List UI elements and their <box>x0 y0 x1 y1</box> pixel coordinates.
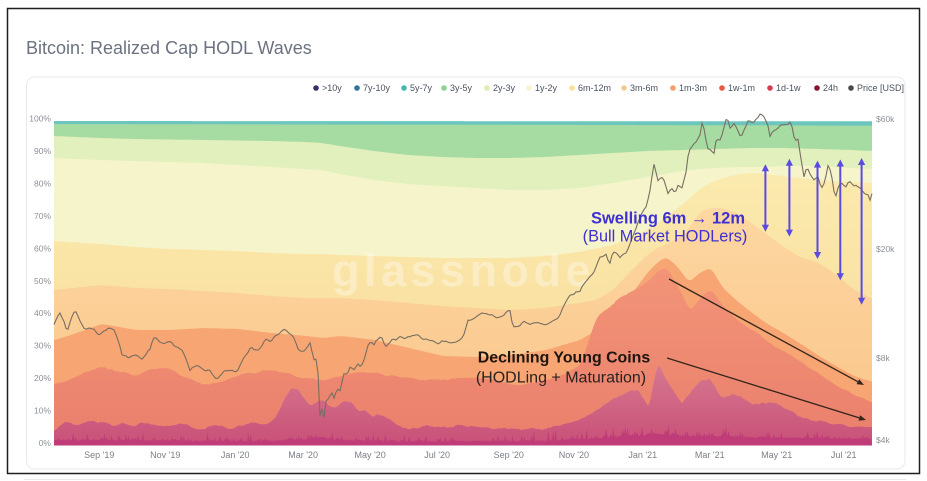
svg-text:100%: 100% <box>29 114 51 124</box>
svg-text:Jan '21: Jan '21 <box>628 450 657 460</box>
svg-text:May '21: May '21 <box>761 450 792 460</box>
svg-text:70%: 70% <box>34 211 51 221</box>
svg-text:10%: 10% <box>34 406 51 416</box>
svg-text:0%: 0% <box>39 438 52 448</box>
svg-text:$8k: $8k <box>876 353 890 363</box>
svg-text:$4k: $4k <box>876 435 890 445</box>
svg-text:Nov '20: Nov '20 <box>559 450 589 460</box>
svg-text:Declining Young Coins: Declining Young Coins <box>478 349 651 366</box>
svg-text:1d-1w: 1d-1w <box>776 83 801 93</box>
svg-text:Swelling 6m → 12m: Swelling 6m → 12m <box>591 210 745 228</box>
svg-text:1m-3m: 1m-3m <box>679 83 707 93</box>
svg-text:Mar '20: Mar '20 <box>288 450 318 460</box>
svg-text:Jan '20: Jan '20 <box>221 450 250 460</box>
svg-text:6m-12m: 6m-12m <box>578 83 611 93</box>
svg-text:Mar '21: Mar '21 <box>695 450 725 460</box>
svg-text:5y-7y: 5y-7y <box>410 83 433 93</box>
svg-text:7y-10y: 7y-10y <box>363 83 391 93</box>
svg-text:>10y: >10y <box>322 83 342 93</box>
svg-text:80%: 80% <box>34 178 51 188</box>
svg-text:$60k: $60k <box>876 114 895 124</box>
svg-text:(HODLing + Maturation): (HODLing + Maturation) <box>476 370 646 387</box>
svg-text:3y-5y: 3y-5y <box>450 83 473 93</box>
svg-text:20%: 20% <box>34 373 51 383</box>
svg-text:glassnode: glassnode <box>332 245 595 296</box>
svg-text:(Bull Market HODLers): (Bull Market HODLers) <box>583 228 748 246</box>
svg-text:2y-3y: 2y-3y <box>493 83 516 93</box>
svg-text:Jul '21: Jul '21 <box>831 450 857 460</box>
svg-text:1y-2y: 1y-2y <box>535 83 558 93</box>
svg-text:30%: 30% <box>34 341 51 351</box>
svg-text:90%: 90% <box>34 146 51 156</box>
svg-text:60%: 60% <box>34 243 51 253</box>
svg-text:Nov '19: Nov '19 <box>150 450 180 460</box>
svg-text:Sep '19: Sep '19 <box>84 450 114 460</box>
svg-text:40%: 40% <box>34 308 51 318</box>
svg-text:Sep '20: Sep '20 <box>494 450 524 460</box>
svg-text:1w-1m: 1w-1m <box>728 83 755 93</box>
svg-text:3m-6m: 3m-6m <box>630 83 658 93</box>
svg-text:May '20: May '20 <box>354 450 385 460</box>
svg-text:50%: 50% <box>34 276 51 286</box>
svg-text:Bitcoin: Realized Cap HODL Wav: Bitcoin: Realized Cap HODL Waves <box>26 38 312 58</box>
svg-text:$20k: $20k <box>876 244 895 254</box>
svg-text:Jul '20: Jul '20 <box>424 450 450 460</box>
svg-text:24h: 24h <box>823 83 838 93</box>
svg-text:Price [USD]: Price [USD] <box>857 83 904 93</box>
